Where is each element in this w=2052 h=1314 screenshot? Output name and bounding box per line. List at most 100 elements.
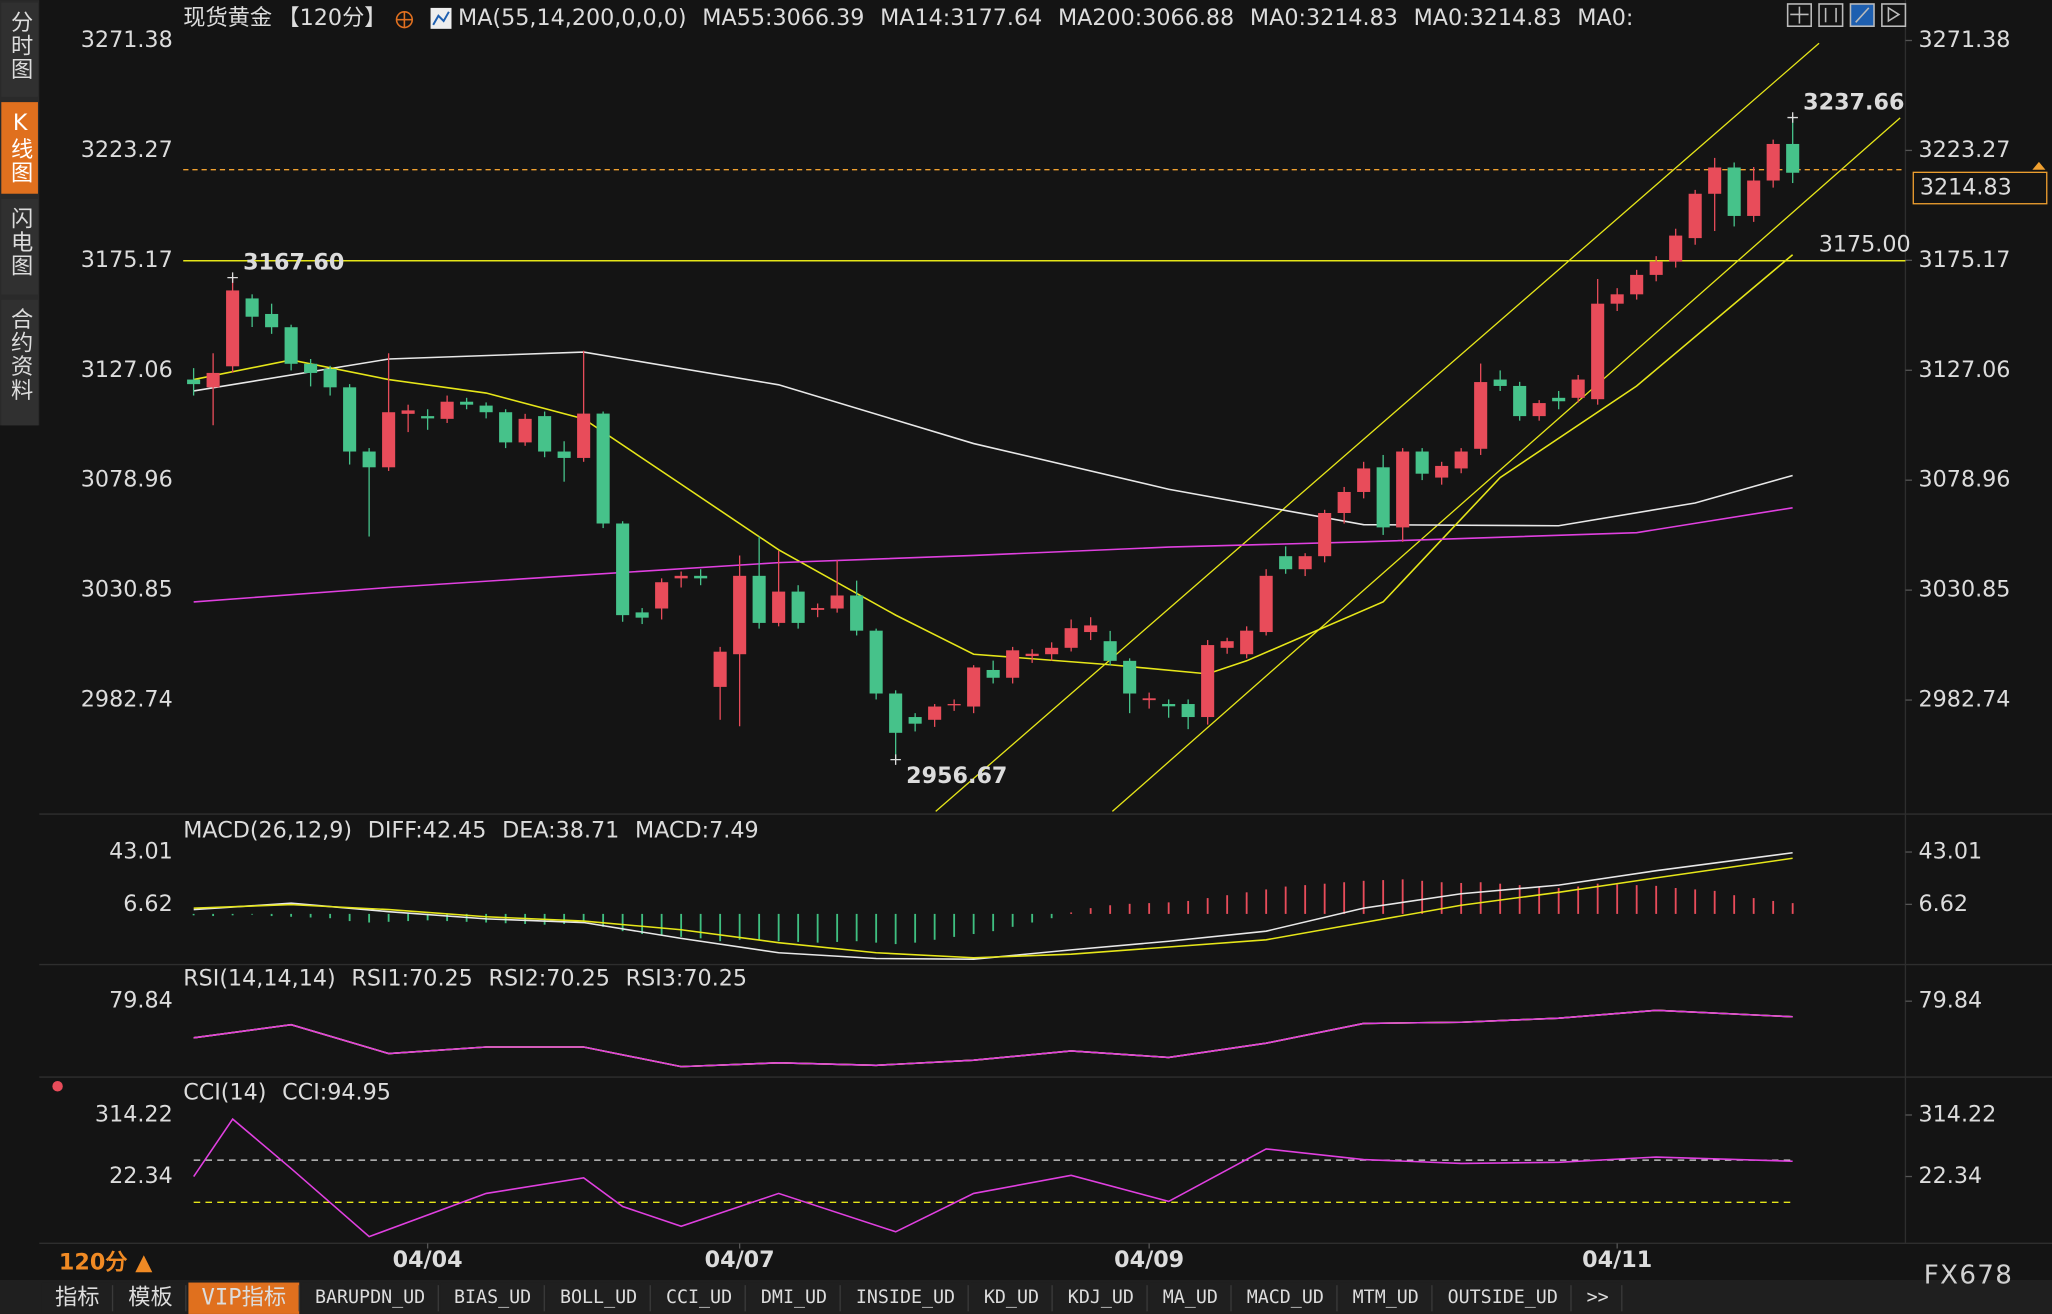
candle-body <box>596 413 610 524</box>
tab-label[interactable]: 模板 <box>128 1285 172 1311</box>
tab[interactable] <box>301 1282 439 1314</box>
tab-label[interactable]: 指标 <box>55 1285 99 1311</box>
watermark: FX678 <box>1924 1261 2013 1291</box>
sidebar-tab-active[interactable] <box>1 102 38 194</box>
sidebar-tab[interactable] <box>1 299 38 426</box>
trend-line[interactable] <box>935 42 1820 812</box>
header-text: DIFF:42.45 <box>368 818 487 844</box>
y-tick-label-right: 3175.17 <box>1919 247 2011 273</box>
candle-body <box>947 704 961 706</box>
tab-label[interactable]: KDJ_UD <box>1068 1287 1134 1308</box>
tab[interactable] <box>1233 1282 1337 1314</box>
candle-body <box>1201 645 1215 718</box>
y-tick-label-right: 3271.38 <box>1919 27 2011 53</box>
x-tick-label: 04/07 <box>705 1247 775 1273</box>
candle-body <box>1786 143 1800 173</box>
toolbar-icons[interactable] <box>1786 3 1907 28</box>
candle-body <box>635 612 649 618</box>
tab-label[interactable]: MTM_UD <box>1353 1287 1419 1308</box>
candle-body <box>421 416 435 419</box>
candle-body <box>577 413 591 458</box>
tab-label[interactable]: >> <box>1587 1287 1609 1308</box>
tab[interactable] <box>842 1282 969 1314</box>
y-tick-label: 314.22 <box>95 1101 173 1127</box>
tab[interactable] <box>1339 1282 1432 1314</box>
candle-body <box>1591 303 1605 400</box>
candle-body <box>1103 641 1117 661</box>
tab-label[interactable]: KD_UD <box>984 1287 1039 1308</box>
sidebar-label[interactable]: K线图 <box>7 110 33 184</box>
candle-body <box>1630 274 1644 295</box>
y-tick-label-right: 3127.06 <box>1919 357 2011 383</box>
candle-body <box>830 595 844 609</box>
tab-label[interactable]: BOLL_UD <box>560 1287 637 1308</box>
tab-bar: 指标 模板 VIP指标 BARUPDN_UD BIAS_UD BOLL_UD CCI_UD D… <box>41 1282 1623 1314</box>
candle-body <box>1162 704 1176 707</box>
extreme-label: 3167.60 <box>243 250 344 276</box>
x-tick-label: 04/11 <box>1582 1247 1652 1273</box>
candle-body <box>343 387 357 452</box>
tab-label[interactable]: VIP指标 <box>202 1285 287 1311</box>
sidebar-tab[interactable] <box>1 2 38 97</box>
indicator-line <box>193 1009 1793 1068</box>
indicator-line <box>193 851 1793 960</box>
tab[interactable] <box>546 1282 651 1314</box>
tab[interactable] <box>440 1282 545 1314</box>
candle-body <box>1766 143 1780 181</box>
y-tick-label: 3271.38 <box>81 27 173 53</box>
level-label: 3175.00 <box>1819 232 1911 258</box>
tab-label[interactable]: MACD_UD <box>1247 1287 1324 1308</box>
candle-body <box>206 372 220 388</box>
tab-label[interactable]: BIAS_UD <box>454 1287 531 1308</box>
candle-body <box>1084 625 1098 633</box>
y-tick-label-right: 314.22 <box>1919 1101 1997 1127</box>
candle-body <box>1006 650 1020 678</box>
sidebar-label[interactable]: 分时图 <box>7 10 33 81</box>
trend-line[interactable] <box>1111 117 1901 812</box>
y-tick-label: 3223.27 <box>81 137 173 163</box>
candle-body <box>928 706 942 720</box>
candle-body <box>401 410 415 414</box>
tab[interactable] <box>652 1282 746 1314</box>
sidebar-label[interactable]: 合约资料 <box>7 307 33 402</box>
header-icons[interactable] <box>395 11 414 29</box>
candle-body <box>1649 261 1663 275</box>
candle-body <box>518 418 532 443</box>
candle-body <box>1415 451 1429 474</box>
tab-label[interactable]: OUTSIDE_UD <box>1448 1287 1558 1308</box>
sidebar-label[interactable]: 闪电图 <box>7 206 33 277</box>
y-tick-label-right: 3030.85 <box>1919 577 2011 603</box>
tab[interactable] <box>1573 1282 1622 1314</box>
header-text: MACD:7.49 <box>635 818 759 844</box>
last-price-box <box>1912 171 2048 205</box>
cursor-marker <box>52 1081 63 1092</box>
extreme-label: 2956.67 <box>906 763 1007 789</box>
indicator-line <box>193 1117 1793 1238</box>
tab[interactable] <box>115 1282 186 1314</box>
tab-label[interactable]: INSIDE_UD <box>856 1287 955 1308</box>
tab[interactable] <box>1434 1282 1571 1314</box>
tab[interactable] <box>1149 1282 1231 1314</box>
last-price-arrow <box>2032 161 2046 170</box>
period-selector[interactable]: 120分 ▲ <box>59 1249 153 1275</box>
tab[interactable] <box>970 1282 1053 1314</box>
tab[interactable] <box>41 1282 113 1314</box>
candle-body <box>1240 630 1254 655</box>
indicator-line <box>193 857 1793 959</box>
candle-body <box>538 416 552 452</box>
tab-active[interactable] <box>188 1282 300 1314</box>
sidebar-tab[interactable] <box>1 198 38 295</box>
candle-body <box>967 667 981 707</box>
candle-body <box>1376 467 1390 528</box>
candle-body <box>1532 403 1546 417</box>
header-text: MACD(26,12,9) <box>183 818 352 844</box>
candle-body <box>1454 451 1468 469</box>
tab-label[interactable]: CCI_UD <box>666 1287 732 1308</box>
tab[interactable] <box>1054 1282 1148 1314</box>
tab-label[interactable]: BARUPDN_UD <box>315 1287 425 1308</box>
y-tick-label: 43.01 <box>109 839 173 865</box>
tab-label[interactable]: DMI_UD <box>761 1287 827 1308</box>
candle-body <box>1318 512 1332 557</box>
tab[interactable] <box>747 1282 841 1314</box>
tab-label[interactable]: MA_UD <box>1163 1287 1218 1308</box>
